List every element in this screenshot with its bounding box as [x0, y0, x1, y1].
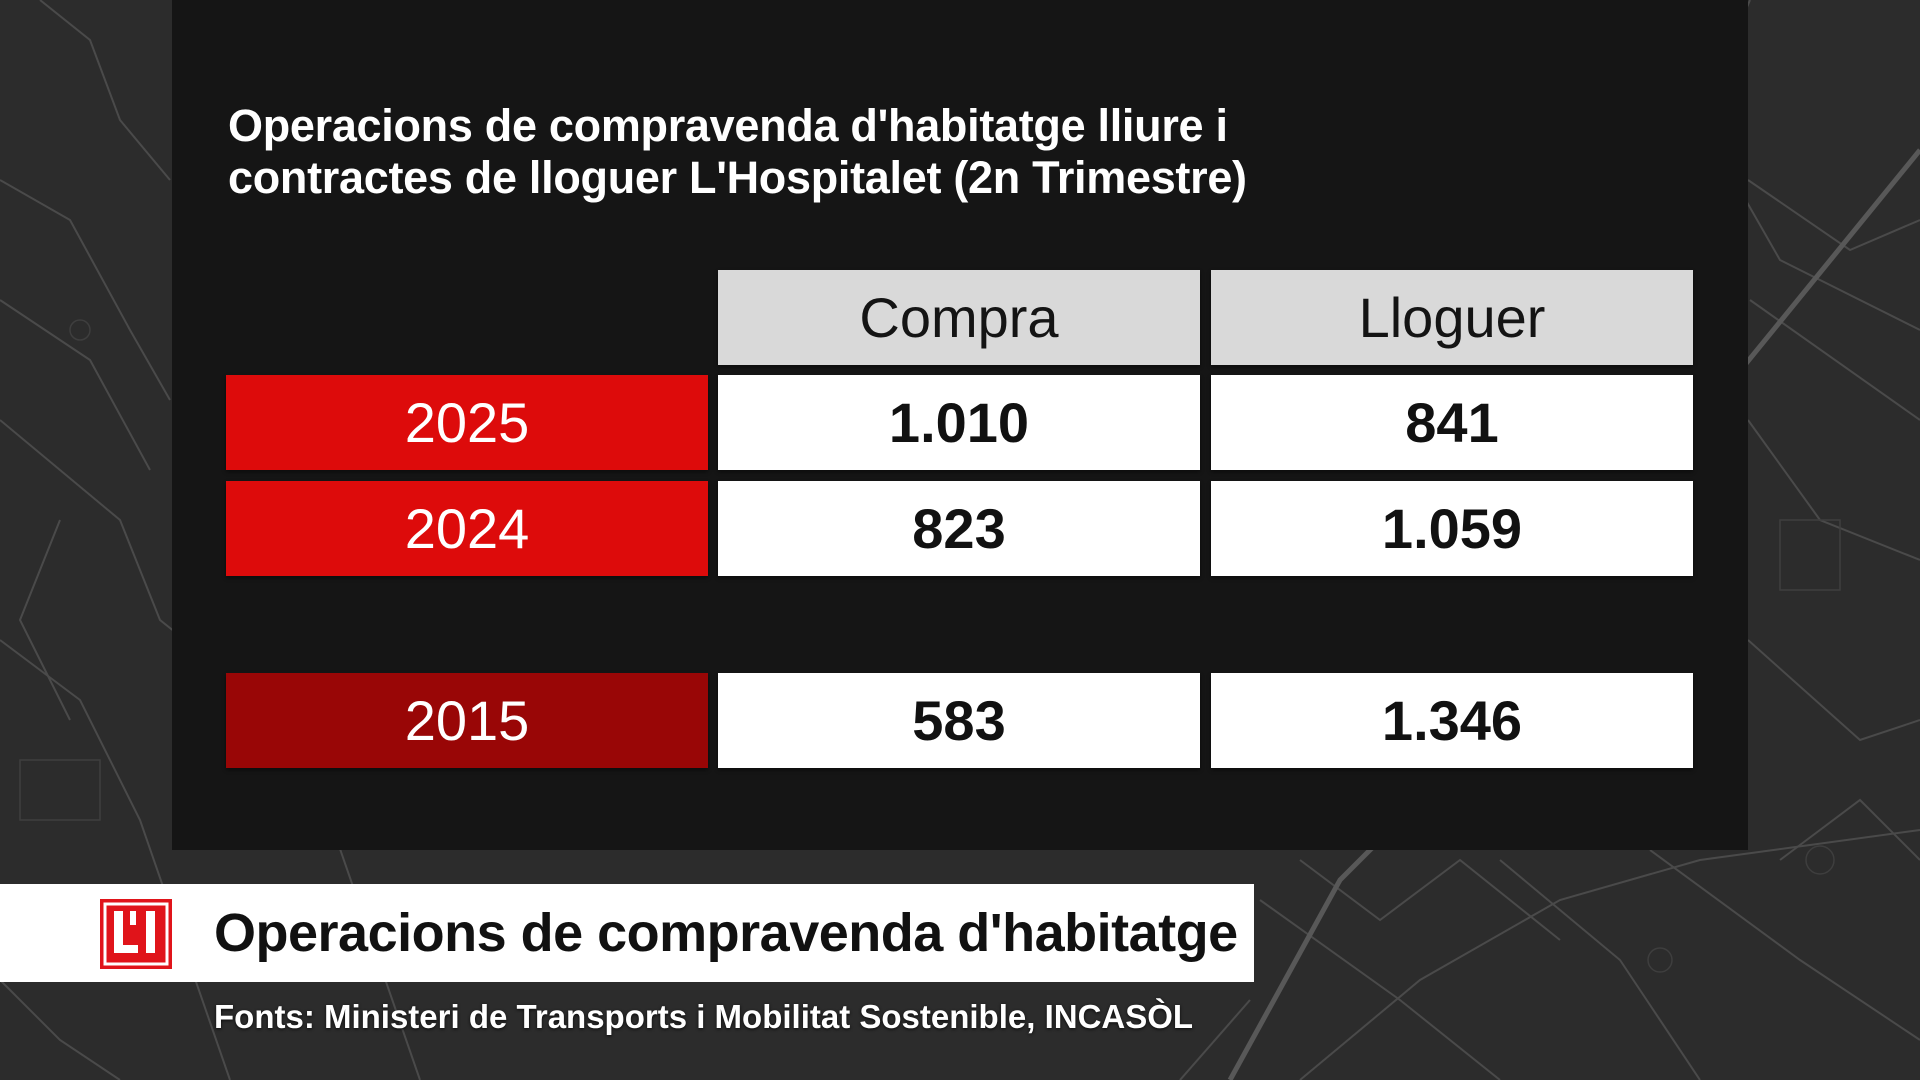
table-cell-2024-compra: 823 [718, 481, 1200, 576]
table-cell-2024-lloguer: 1.059 [1211, 481, 1693, 576]
lower-third-bar [0, 884, 1254, 982]
channel-logo [100, 899, 172, 969]
row-year-2025: 2025 [226, 375, 708, 470]
chart-title: Operacions de compravenda d'habitatge ll… [228, 100, 1328, 204]
lower-third-title: Operacions de compravenda d'habitatge [214, 903, 1238, 963]
table-cell-2025-compra: 1.010 [718, 375, 1200, 470]
column-header-lloguer: Lloguer [1211, 270, 1693, 365]
table-cell-2015-lloguer: 1.346 [1211, 673, 1693, 768]
table-cell-2015-compra: 583 [718, 673, 1200, 768]
sources-caption: Fonts: Ministeri de Transports i Mobilit… [214, 998, 1194, 1035]
row-year-2024: 2024 [226, 481, 708, 576]
chart-title-line-2: contractes de lloguer L'Hospitalet (2n T… [228, 152, 1247, 203]
column-header-compra: Compra [718, 270, 1200, 365]
table-cell-2025-lloguer: 841 [1211, 375, 1693, 470]
chart-title-line-1: Operacions de compravenda d'habitatge ll… [228, 100, 1228, 151]
row-year-2015: 2015 [226, 673, 708, 768]
